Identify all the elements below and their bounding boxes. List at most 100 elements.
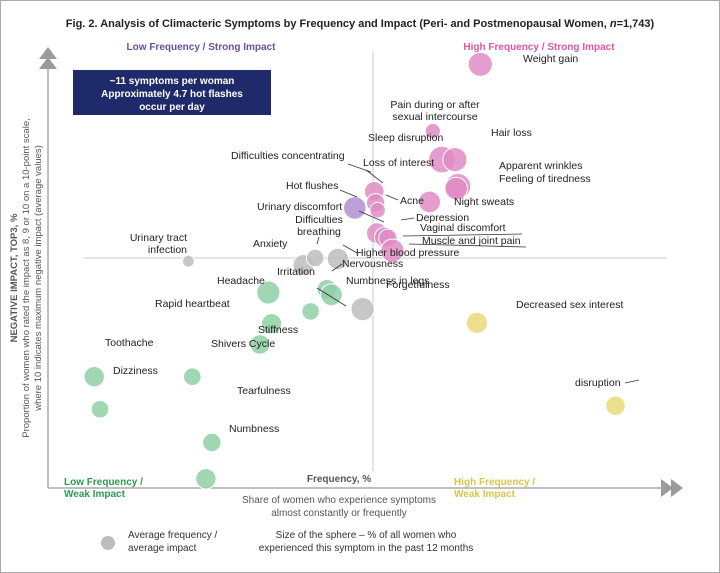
quadrant-bottom-right-label-line-1: High Frequency / [454,477,535,488]
label-forgetfulness-line-1: Forgetfulness [386,279,450,291]
label-dizziness: Dizziness [113,365,158,377]
label-hot-flushes: Hot flushes [286,180,339,192]
label-hair-loss-line-1: Hair loss [491,127,532,139]
point-decreased-sex-interest [465,311,489,334]
leader-line-vaginal-discomfort [402,233,523,237]
leader-line-numbness-in-legs [316,287,347,307]
label-sleep-disruption-line-1: Sleep disruption [368,132,443,144]
point-shivers-cycle [183,367,202,387]
label-muscle-and-joint-pain-line-1: Muscle and joint pain [422,235,521,247]
point-higher-blood-pressure [326,247,350,271]
label-rapid-heartbeat: Rapid heartbeat [155,298,230,310]
label-tearfulness: Tearfulness [237,385,291,397]
callout-box [73,70,271,115]
label-night-sweats: Night sweats [454,196,514,208]
label-pain-during-or-after-sexual-intercourse-line-1: Pain during or after [390,99,480,111]
label-weight-gain-line-1: Weight gain [523,53,578,65]
callout-line-3: occur per day [139,102,205,113]
label-urinary-tract-infection-line-1: Urinary tract [130,232,187,244]
leader-line-loss-of-interest [365,169,384,184]
label-hair-loss: Hair loss [491,127,532,139]
point-headache [256,280,281,305]
label-depression: Depression [416,212,469,224]
label-decreased-sex-interest: Decreased sex interest [516,299,623,311]
point-numbness [195,468,217,490]
point-nervousness [320,283,343,307]
point-tearfulness [202,432,222,453]
label-tearfulness-line-1: Tearfulness [237,385,291,397]
label-difficulties-breathing-line-2: breathing [297,226,341,238]
leader-line-disruption [624,379,640,384]
quadrant-bottom-right-label-line-2: Weak Impact [454,489,516,500]
x-axis-arrow-2 [671,479,683,497]
leader-line-depression [400,217,415,221]
label-difficulties-concentrating-line-1: Difficulties concentrating [231,150,345,162]
point-night-sweats [418,190,442,214]
label-depression-line-1: Depression [416,212,469,224]
label-feeling-of-tiredness-line-1: Feeling of tiredness [499,173,591,185]
point-hair-loss [442,147,468,173]
label-numbness-in-legs-line-1: Numbness in legs [346,275,429,287]
label-urinary-discomfort: Urinary discomfort [257,201,342,213]
chart-title-part-2: n [610,18,617,30]
label-anxiety-line-1: Anxiety [253,238,288,250]
label-urinary-discomfort-line-1: Urinary discomfort [257,201,342,213]
label-shivers-cycle-line-1: Shivers Cycle [211,338,275,350]
label-loss-of-interest: Loss of interest [363,157,434,169]
callout-line-1: ~11 symptoms per woman [110,76,235,87]
x-axis-arrow-1 [661,479,673,497]
point-labels-layer: Weight gain Pain during or after sexual in… [105,53,623,435]
chart-title: Fig. 2. Analysis of Climacteric Symptoms… [66,18,655,30]
callout-line-2: Approximately 4.7 hot flashes [101,89,243,100]
label-disruption-line-1: disruption [575,377,621,389]
label-sleep-disruption: Sleep disruption [368,132,443,144]
quadrant-top-left-label: Low Frequency / Strong Impact [127,42,277,53]
point-urinary-tract-infection [182,254,195,268]
points-layer [83,51,626,490]
label-nervousness: Nervousness [342,258,403,270]
leader-line-muscle-and-joint-pain [408,243,527,248]
point-feeling-of-tiredness [444,176,469,201]
point-pain-during-or-after-sexual-intercourse [424,122,441,140]
point-disruption [605,395,626,417]
point-forgetfulness [350,297,375,322]
point-toothache [83,366,105,388]
point-hot-flushes [343,196,367,220]
label-headache: Headache [217,275,265,287]
label-feeling-of-tiredness: Feeling of tiredness [499,173,591,185]
chart-title-part-3: =1,743) [617,18,655,30]
leader-line-urinary-discomfort [358,210,385,223]
y-axis-subtitle-line-2: where 10 indicates maximum negative impa… [33,145,44,412]
leader-line-higher-blood-pressure [342,244,358,254]
label-dizziness-line-1: Dizziness [113,365,158,377]
label-urinary-tract-infection: Urinary tract infection [130,232,187,256]
x-axis-title: Frequency, % [307,474,371,485]
label-urinary-tract-infection-line-2: infection [148,244,187,256]
label-rapid-heartbeat-line-1: Rapid heartbeat [155,298,230,310]
label-higher-blood-pressure-line-1: Higher blood pressure [356,247,459,259]
label-apparent-wrinkles-line-1: Apparent wrinkles [499,160,582,172]
label-muscle-and-joint-pain: Muscle and joint pain [422,235,521,247]
label-numbness-line-1: Numbness [229,423,279,435]
label-vaginal-discomfort: Vaginal discomfort [420,222,506,234]
label-difficulties-breathing-line-1: Difficulties [295,214,343,226]
label-numbness: Numbness [229,423,279,435]
label-vaginal-discomfort-line-1: Vaginal discomfort [420,222,506,234]
label-night-sweats-line-1: Night sweats [454,196,514,208]
label-apparent-wrinkles: Apparent wrinkles [499,160,582,172]
label-pain-during-or-after-sexual-intercourse-line-2: sexual intercourse [392,111,477,123]
point-acne [369,201,386,219]
chart-title-part-1: Fig. 2. Analysis of Climacteric Symptoms… [66,18,610,30]
label-pain-during-or-after-sexual-intercourse: Pain during or after sexual intercourse [390,99,480,123]
y-axis-title: NEGATIVE IMPACT, TOP3, % [9,213,20,342]
point-stiffness [249,334,271,355]
label-anxiety: Anxiety [253,238,288,250]
y-axis-arrow-1 [39,47,57,59]
x-axis-subtitle-line-1: Share of women who experience symptoms [242,495,436,506]
point-numbness-in-legs [301,302,320,321]
point-difficulties-breathing [305,248,325,268]
label-irritation: Irritation [277,266,315,278]
label-decreased-sex-interest-line-1: Decreased sex interest [516,299,623,311]
